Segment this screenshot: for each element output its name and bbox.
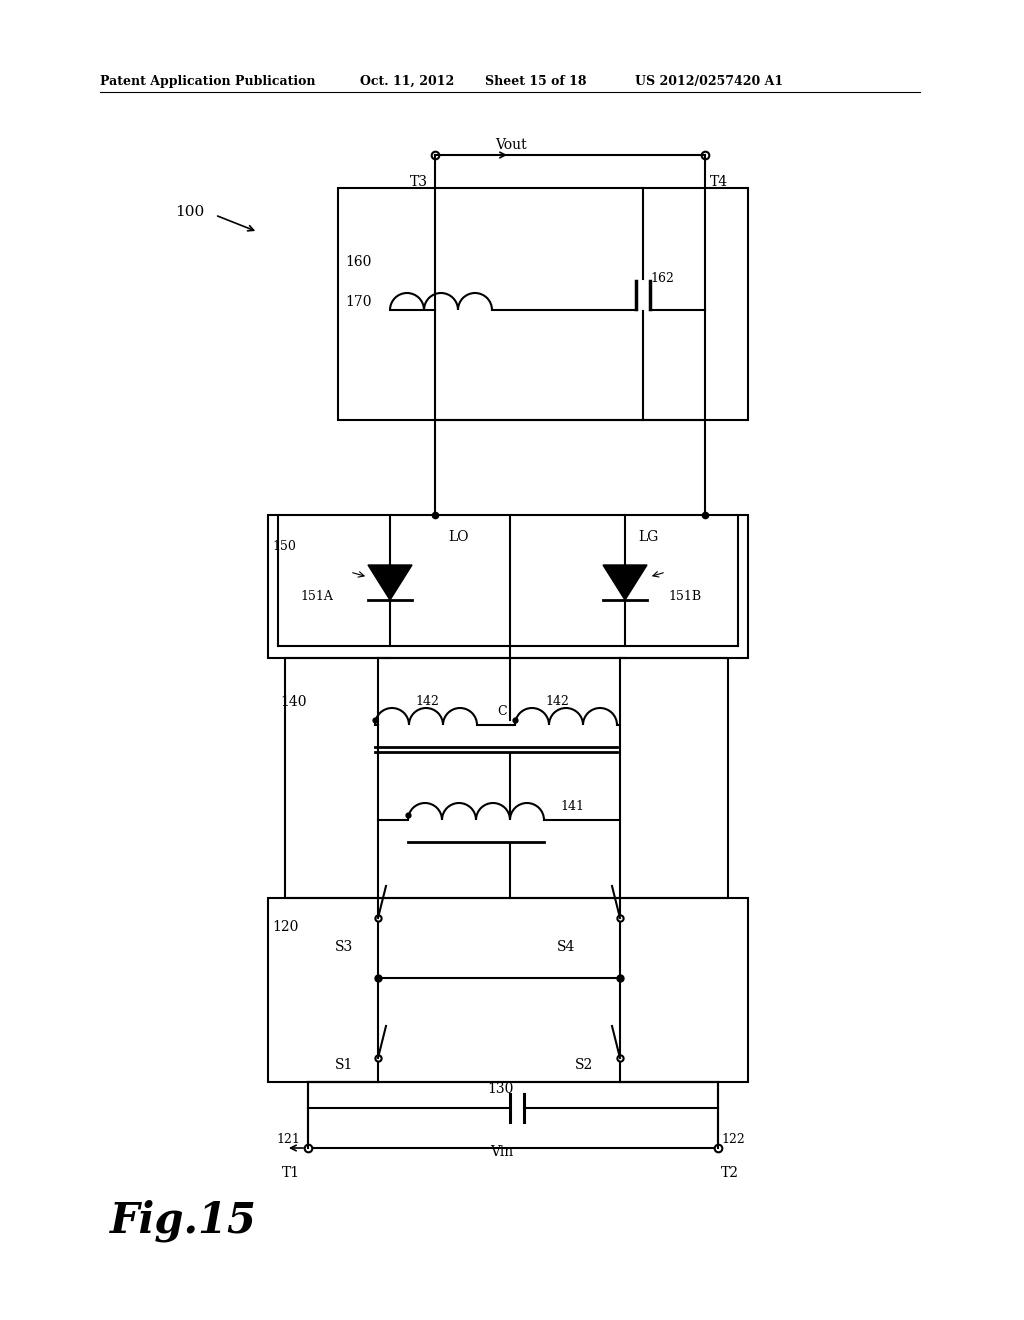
Polygon shape [603, 565, 647, 601]
Text: Vin: Vin [490, 1144, 513, 1159]
Bar [285, 657, 728, 898]
Bar [308, 1082, 718, 1148]
Text: T4: T4 [710, 176, 728, 189]
Text: Oct. 11, 2012: Oct. 11, 2012 [360, 75, 455, 88]
Text: 170: 170 [345, 294, 372, 309]
Text: 120: 120 [272, 920, 298, 935]
Text: Fig.15: Fig.15 [110, 1200, 257, 1242]
Bar [268, 515, 748, 657]
Text: Patent Application Publication: Patent Application Publication [100, 75, 315, 88]
Text: 142: 142 [415, 696, 439, 708]
Text: 151B: 151B [668, 590, 701, 603]
Text: 150: 150 [272, 540, 296, 553]
Text: S3: S3 [335, 940, 353, 954]
Text: T3: T3 [410, 176, 428, 189]
Text: 160: 160 [345, 255, 372, 269]
Text: S4: S4 [557, 940, 575, 954]
Text: 122: 122 [721, 1133, 744, 1146]
Text: C: C [497, 705, 507, 718]
Text: 130: 130 [487, 1082, 513, 1096]
Text: 121: 121 [276, 1133, 300, 1146]
Bar [268, 898, 748, 1082]
Text: 151A: 151A [300, 590, 333, 603]
Text: LG: LG [638, 531, 658, 544]
Text: T2: T2 [721, 1166, 739, 1180]
Text: US 2012/0257420 A1: US 2012/0257420 A1 [635, 75, 783, 88]
Text: Sheet 15 of 18: Sheet 15 of 18 [485, 75, 587, 88]
Polygon shape [368, 565, 412, 601]
Text: 162: 162 [650, 272, 674, 285]
Text: S2: S2 [575, 1059, 593, 1072]
Text: 100: 100 [175, 205, 204, 219]
Text: LO: LO [449, 531, 469, 544]
Text: S1: S1 [335, 1059, 353, 1072]
Text: 141: 141 [560, 800, 584, 813]
Text: T1: T1 [282, 1166, 300, 1180]
Text: 140: 140 [280, 696, 306, 709]
Text: 142: 142 [545, 696, 569, 708]
Text: Vout: Vout [495, 139, 526, 152]
Bar [338, 187, 748, 420]
